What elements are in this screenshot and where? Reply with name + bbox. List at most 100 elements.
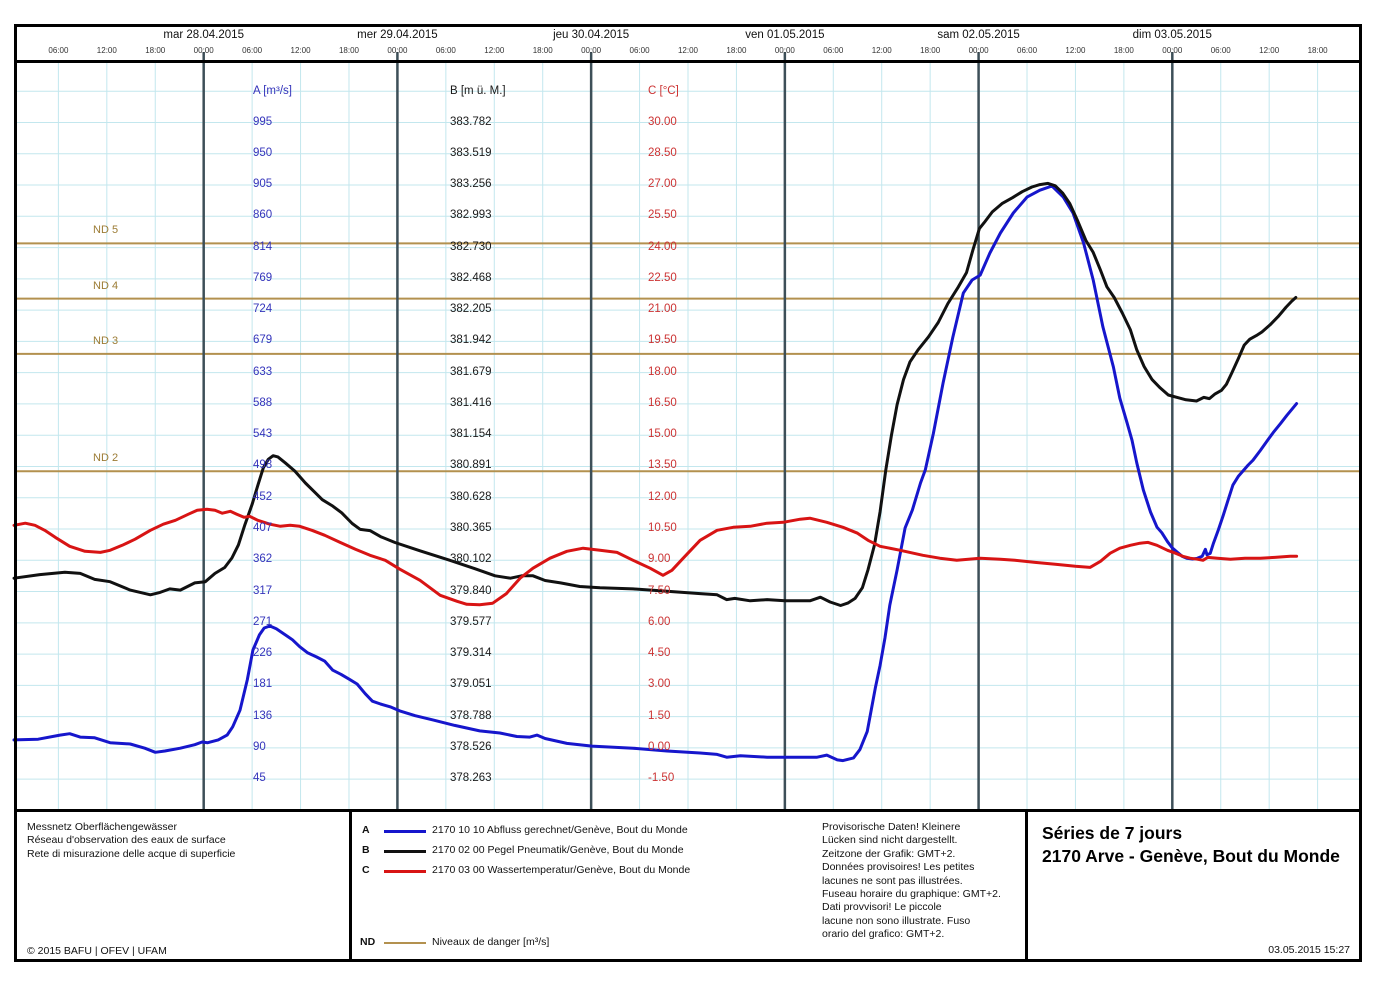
legend-letter-nd: ND xyxy=(360,936,376,948)
axis-a-tick: 317 xyxy=(253,584,273,597)
legend-label-level: 2170 02 00 Pegel Pneumatik/Genève, Bout … xyxy=(432,844,684,856)
axis-c-tick: 10.50 xyxy=(648,522,677,534)
time-tick-label: 18:00 xyxy=(1307,46,1328,55)
axis-b-tick: 379.314 xyxy=(450,647,492,660)
provisional-notes: Provisorische Daten! Kleinere Lücken sind… xyxy=(822,821,1037,942)
axis-c-tick: 6.00 xyxy=(648,615,671,628)
station-title: 2170 Arve - Genève, Bout du Monde xyxy=(1042,846,1340,866)
axis-b-tick: 379.051 xyxy=(450,678,492,691)
axis-a-header: A [m³/s] xyxy=(253,85,292,97)
axis-b-tick: 380.891 xyxy=(450,459,492,472)
axis-b-tick: 380.102 xyxy=(450,553,492,566)
provisional-note-line: Données provisoires! Les petites xyxy=(822,861,975,874)
provisional-note-line: Lücken sind nicht dargestellt. xyxy=(822,834,958,847)
axis-a-tick: 362 xyxy=(253,553,273,566)
network-name-de: Messnetz Oberflächengewässer xyxy=(27,821,177,833)
axis-c-tick: 13.50 xyxy=(648,459,677,472)
axis-c-tick: 0.00 xyxy=(648,740,671,753)
legend-line-danger xyxy=(384,942,426,944)
axis-c-tick: 22.50 xyxy=(648,271,677,284)
network-name-it: Rete di misurazione delle acque di super… xyxy=(27,847,236,860)
axis-b-tick: 380.628 xyxy=(450,490,492,503)
time-tick-label: 12:00 xyxy=(1259,46,1280,55)
axis-a-tick: 905 xyxy=(253,178,273,191)
axis-a-tick: 226 xyxy=(253,647,273,660)
axis-a-tick: 45 xyxy=(253,772,266,785)
danger-level-label: ND 4 xyxy=(93,279,119,292)
temperature-curve xyxy=(12,507,1299,607)
time-tick-label: 00:00 xyxy=(581,46,602,55)
axis-b-tick: 382.993 xyxy=(450,209,492,222)
time-tick-label: 18:00 xyxy=(920,46,941,55)
axis-c-tick: 19.50 xyxy=(648,334,677,347)
time-tick-label: 06:00 xyxy=(823,46,844,55)
axis-c-tick: 27.00 xyxy=(648,178,677,191)
axis-c-tick: 12.00 xyxy=(648,490,677,503)
time-tick-label: 00:00 xyxy=(968,46,989,55)
axis-c-tick: 9.00 xyxy=(648,553,671,566)
danger-level-label: ND 5 xyxy=(93,224,119,237)
axis-c-tick: 21.00 xyxy=(648,303,677,316)
axis-b-tick: 383.782 xyxy=(450,115,492,128)
provisional-note-line: Zeitzone der Grafik: GMT+2. xyxy=(822,847,956,860)
axis-b-tick: 382.205 xyxy=(450,303,492,316)
provisional-note-line: lacunes ne sont pas illustrées. xyxy=(822,874,963,887)
generated-timestamp: 03.05.2015 15:27 xyxy=(1268,944,1350,956)
axis-a-tick: 724 xyxy=(253,303,273,316)
axis-b-tick: 381.154 xyxy=(450,428,492,441)
time-tick-label: 06:00 xyxy=(1210,46,1231,55)
level-curve xyxy=(12,181,1298,607)
danger-level-label: ND 3 xyxy=(93,334,119,347)
time-tick-label: 06:00 xyxy=(242,46,263,55)
legend-line-discharge xyxy=(384,830,426,833)
axis-b-tick: 383.256 xyxy=(450,178,492,191)
date-header-box xyxy=(14,24,1362,60)
time-tick-label: 18:00 xyxy=(532,46,553,55)
axis-b-tick: 382.468 xyxy=(450,271,492,284)
axis-b-tick: 381.942 xyxy=(450,334,492,347)
axis-b-tick: 382.730 xyxy=(450,240,492,253)
axis-a-tick: 814 xyxy=(253,240,273,253)
legend-letter-a: A xyxy=(362,824,370,836)
legend-letter-b: B xyxy=(362,844,370,856)
axis-b-tick: 381.679 xyxy=(450,365,492,378)
network-name-fr: Réseau d'observation des eaux de surface xyxy=(27,834,226,847)
axis-c-tick: 7.50 xyxy=(648,584,671,597)
legend-label-temperature: 2170 03 00 Wassertemperatur/Genève, Bout… xyxy=(432,864,691,876)
time-tick-label: 12:00 xyxy=(871,46,892,55)
axis-b-tick: 378.263 xyxy=(450,772,492,785)
axis-b-tick: 378.788 xyxy=(450,709,492,722)
provisional-note-line: orario del grafico: GMT+2. xyxy=(822,928,945,941)
axis-a-tick: 90 xyxy=(253,740,266,753)
axis-a-tick: 543 xyxy=(253,428,273,441)
time-tick-label: 12:00 xyxy=(290,46,311,55)
time-tick-label: 06:00 xyxy=(48,46,69,55)
time-tick-label: 00:00 xyxy=(387,46,408,55)
plot-area xyxy=(14,60,1362,812)
date-label: mar 28.04.2015 xyxy=(163,29,244,41)
date-label: dim 03.05.2015 xyxy=(1132,29,1212,41)
axis-a-tick: 633 xyxy=(253,365,273,378)
danger-level-label: ND 2 xyxy=(93,452,119,465)
axis-c-tick: 16.50 xyxy=(648,396,677,409)
axis-a-tick: 407 xyxy=(253,522,273,534)
provisional-note-line: Dati provvisori! Le piccole xyxy=(822,901,942,914)
axis-c-tick: 30.00 xyxy=(648,115,677,128)
legend-label-danger: Niveaux de danger [m³/s] xyxy=(432,936,550,948)
axis-c-tick: 1.50 xyxy=(648,709,671,722)
axis-c-tick: 24.00 xyxy=(648,240,677,253)
legend-label-discharge: 2170 10 10 Abfluss gerechnet/Genève, Bou… xyxy=(432,824,688,836)
axis-c-tick: 15.00 xyxy=(648,428,677,441)
axis-a-tick: 588 xyxy=(253,396,273,409)
axis-c-tick: 25.50 xyxy=(648,209,677,222)
time-tick-label: 06:00 xyxy=(435,46,456,55)
time-tick-label: 12:00 xyxy=(1065,46,1086,55)
title-block: Séries de 7 jours 2170 Arve - Genève, Bo… xyxy=(1042,822,1357,868)
axis-a-tick: 271 xyxy=(253,615,273,628)
axis-c-tick: -1.50 xyxy=(648,772,675,785)
date-label: sam 02.05.2015 xyxy=(937,29,1020,41)
date-label: jeu 30.04.2015 xyxy=(553,29,630,41)
axis-a-tick: 860 xyxy=(253,209,273,222)
axis-b-tick: 381.416 xyxy=(450,396,492,409)
